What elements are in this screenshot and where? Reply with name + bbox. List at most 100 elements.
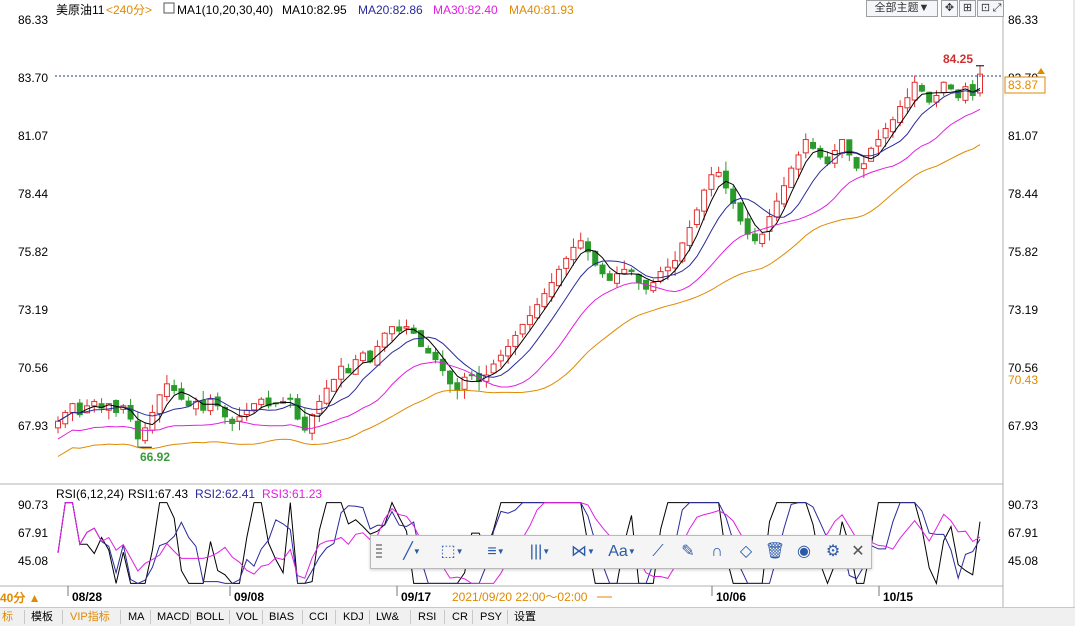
- tab-psy[interactable]: PSY: [480, 611, 503, 623]
- candlestick-series: [55, 65, 984, 448]
- y-tick-left-5: 75.82: [18, 245, 48, 259]
- candle-body: [178, 388, 185, 400]
- candle-body: [810, 141, 817, 149]
- candle-body: [200, 399, 207, 411]
- tab-macd[interactable]: MACD: [157, 611, 190, 623]
- indicator-tab-bar: 标 模板 VIP指标 MA MACD BOLL VOL BIAS CCI KDJ…: [0, 607, 1075, 626]
- candle-body: [977, 73, 983, 94]
- candle-body: [839, 139, 846, 154]
- candle-body: [599, 264, 606, 275]
- gear-icon[interactable]: ⚙: [825, 543, 841, 560]
- fibonacci-icon[interactable]: ≡▼: [487, 543, 505, 561]
- ma40-line: [57, 144, 981, 457]
- tab-bias[interactable]: BIAS: [269, 611, 295, 623]
- candle-body: [969, 84, 976, 96]
- tab-separator: [62, 610, 63, 624]
- tab-vol[interactable]: VOL: [236, 611, 259, 623]
- tab-vip-indicators[interactable]: VIP指标: [70, 611, 110, 623]
- candle-body: [352, 359, 359, 375]
- candle-body: [207, 398, 214, 412]
- candle-body: [142, 427, 149, 442]
- x-label-3: 09/17: [401, 590, 431, 604]
- period-marker[interactable]: 40分 ▲: [0, 590, 41, 605]
- ma-toggle-icon[interactable]: [163, 2, 175, 14]
- candle-body: [425, 347, 432, 354]
- candle-body: [403, 326, 410, 329]
- rsi-tick-left-3: 45.08: [18, 554, 48, 568]
- candle-body: [693, 209, 700, 225]
- candle-body: [345, 368, 352, 374]
- candle-body: [933, 94, 940, 103]
- candle-body: [534, 304, 541, 319]
- rsi-tick-left-2: 67.91: [18, 526, 48, 540]
- candle-body: [606, 273, 613, 281]
- y-tick-left-7: 70.56: [18, 361, 48, 375]
- candle-body: [744, 218, 751, 235]
- candle-body: [759, 233, 766, 244]
- tab-boll[interactable]: BOLL: [196, 611, 225, 623]
- candle-body: [98, 403, 105, 409]
- candle-body: [846, 139, 853, 156]
- candle-body: [512, 334, 519, 347]
- zoom-in-icon[interactable]: ⊞: [959, 0, 976, 17]
- ruler-icon[interactable]: ⟋: [652, 543, 664, 560]
- pencil-icon[interactable]: ✎: [681, 543, 695, 560]
- candle-body: [635, 274, 642, 284]
- y-tick-left-8: 67.93: [18, 419, 48, 433]
- candle-body: [795, 154, 802, 170]
- candle-body: [454, 382, 461, 391]
- tab-separator: [150, 610, 151, 624]
- ma10-value: MA10:82.95: [282, 3, 347, 17]
- tab-ma[interactable]: MA: [128, 611, 145, 623]
- candle-body: [396, 326, 403, 332]
- tab-settings[interactable]: 设置: [514, 611, 536, 623]
- candle-body: [780, 185, 787, 205]
- tab-cci[interactable]: CCI: [309, 611, 328, 623]
- text-icon[interactable]: Aa▼: [608, 543, 636, 561]
- magnet-icon[interactable]: ∩: [711, 543, 723, 560]
- close-icon[interactable]: ✕: [851, 543, 865, 560]
- candle-body: [548, 282, 555, 298]
- y-tick-right-1: 86.33: [1008, 13, 1038, 27]
- tab-rsi[interactable]: RSI: [418, 611, 437, 623]
- candle-body: [788, 167, 795, 188]
- pattern-icon[interactable]: ⋈▼: [571, 543, 595, 561]
- toolbar-drag-handle[interactable]: [376, 544, 382, 560]
- rsi-tick-right-1: 90.73: [1008, 498, 1038, 512]
- restore-icon[interactable]: ⤢: [991, 0, 1004, 17]
- tab-lwr[interactable]: LW&: [376, 611, 400, 623]
- period-label[interactable]: <240分>: [106, 3, 152, 17]
- parallel-lines-icon[interactable]: |||▼: [529, 543, 551, 561]
- candle-body: [926, 91, 933, 103]
- candle-body: [889, 119, 896, 133]
- y-tick-left-1: 86.33: [18, 13, 48, 27]
- line-icon[interactable]: ╱▼: [403, 543, 421, 561]
- candle-body: [628, 269, 635, 273]
- theme-dropdown-button[interactable]: 全部主题▼: [866, 0, 938, 17]
- tab-separator: [472, 610, 473, 624]
- rsi2-value: RSI2:62.41: [195, 487, 255, 501]
- eye-icon[interactable]: ◉: [797, 543, 811, 560]
- tab-kdj[interactable]: KDJ: [343, 611, 364, 623]
- candle-body: [309, 414, 316, 434]
- candle-body: [686, 227, 693, 246]
- candle-body: [708, 174, 715, 190]
- trash-icon[interactable]: 🗑: [764, 543, 786, 560]
- crosshair-icon[interactable]: ✥: [941, 0, 958, 17]
- text-tool-label: Aa: [608, 543, 628, 561]
- candle-body: [657, 271, 664, 282]
- candle-body: [490, 363, 497, 374]
- high-annotation: 84.25: [943, 52, 973, 66]
- tab-separator: [120, 610, 121, 624]
- tab-template[interactable]: 模板: [31, 611, 53, 623]
- tab-separator: [410, 610, 411, 624]
- candle-body: [904, 97, 911, 109]
- tab-cr[interactable]: CR: [452, 611, 468, 623]
- candle-body: [381, 332, 388, 348]
- rectangle-icon[interactable]: ⬚▼: [440, 543, 464, 561]
- candle-body: [287, 397, 294, 400]
- tab-biao[interactable]: 标: [2, 611, 13, 623]
- eraser-icon[interactable]: ◇: [739, 543, 753, 560]
- candle-body: [236, 416, 243, 422]
